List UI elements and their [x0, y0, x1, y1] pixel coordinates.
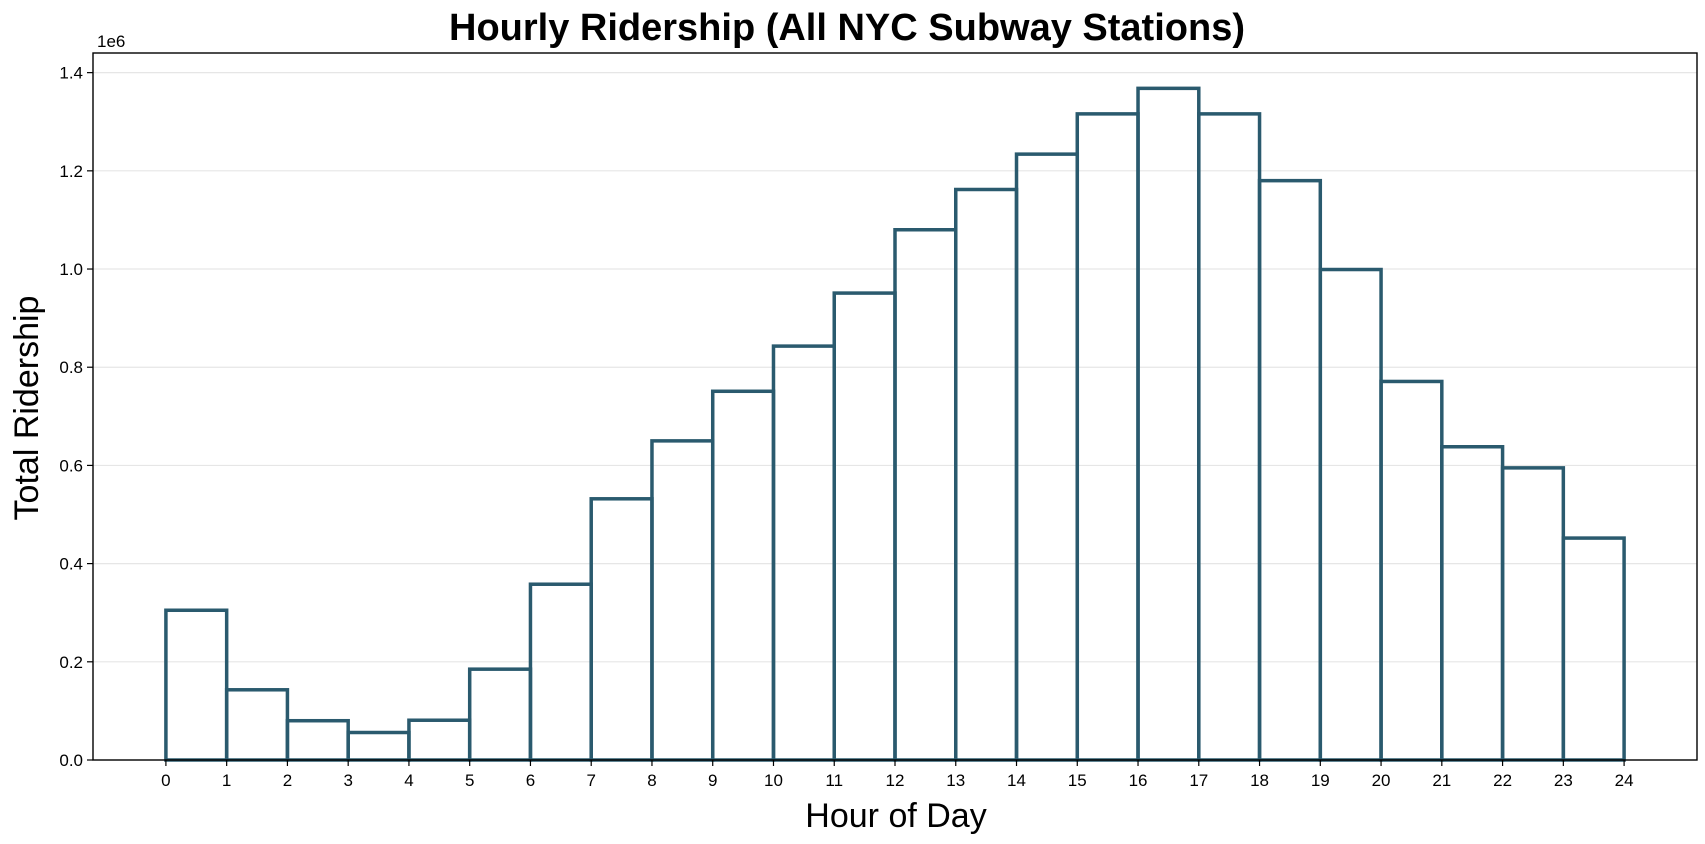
- x-tick-label-9: 9: [708, 771, 717, 790]
- y-tick-label-2: 0.4: [59, 555, 83, 574]
- x-tick-label-3: 3: [343, 771, 352, 790]
- x-tick-label-6: 6: [526, 771, 535, 790]
- x-tick-label-22: 22: [1493, 771, 1512, 790]
- bar-hour-2: [285, 718, 350, 762]
- y-tick-label-4: 0.8: [59, 358, 83, 377]
- bar-hour-12: [893, 228, 958, 762]
- bar-hour-20: [1379, 379, 1444, 762]
- bar-hour-1: [224, 688, 290, 762]
- bar-hour-11: [832, 291, 897, 762]
- x-tick-label-17: 17: [1189, 771, 1208, 790]
- y-axis-ticks: 0.0 0.2 0.4 0.6 0.8 1.0 1.2 1.4: [59, 64, 93, 770]
- y-axis-offset-label: 1e6: [97, 32, 125, 51]
- bar-hour-0: [164, 608, 229, 762]
- bar-hour-15: [1075, 112, 1140, 762]
- bar-hour-18: [1257, 178, 1323, 762]
- bar-hour-3: [346, 730, 411, 762]
- x-tick-label-8: 8: [647, 771, 656, 790]
- y-tick-label-1: 0.2: [59, 653, 83, 672]
- x-tick-label-2: 2: [283, 771, 292, 790]
- bar-hour-8: [650, 439, 715, 762]
- bar-hour-10: [771, 344, 836, 762]
- bar-hour-17: [1197, 112, 1262, 762]
- bar-hour-4: [407, 718, 472, 762]
- x-tick-label-21: 21: [1432, 771, 1451, 790]
- bar-hour-5: [467, 667, 533, 762]
- x-tick-label-12: 12: [886, 771, 905, 790]
- bar-hour-23: [1561, 536, 1626, 762]
- histogram-bars: [164, 86, 1626, 762]
- x-tick-label-16: 16: [1129, 771, 1148, 790]
- x-tick-label-18: 18: [1250, 771, 1269, 790]
- x-axis-ticks: 0 1 2 3 4 5 6 7 8 9 10 11 12 13 14 15 16 17 18 19 20 21 22 23 24: [161, 760, 1634, 790]
- bar-hour-7: [589, 497, 654, 762]
- x-tick-label-5: 5: [465, 771, 474, 790]
- y-tick-label-3: 0.6: [59, 456, 83, 475]
- x-tick-label-7: 7: [586, 771, 595, 790]
- x-tick-label-13: 13: [946, 771, 965, 790]
- bar-hour-6: [528, 582, 593, 762]
- bar-hour-16: [1136, 86, 1201, 762]
- bar-hour-21: [1440, 445, 1505, 762]
- y-tick-label-7: 1.4: [59, 64, 83, 83]
- y-axis-label: Total Ridership: [8, 296, 46, 521]
- bar-hour-22: [1500, 466, 1566, 762]
- chart-title: Hourly Ridership (All NYC Subway Station…: [449, 7, 1245, 49]
- bar-hour-9: [710, 389, 776, 762]
- x-tick-label-15: 15: [1068, 771, 1087, 790]
- y-tick-label-5: 1.0: [59, 260, 83, 279]
- x-tick-label-19: 19: [1311, 771, 1330, 790]
- bar-hour-14: [1014, 152, 1080, 762]
- x-tick-label-23: 23: [1554, 771, 1573, 790]
- x-tick-label-11: 11: [825, 771, 843, 790]
- x-tick-label-0: 0: [161, 771, 170, 790]
- x-tick-label-10: 10: [764, 771, 783, 790]
- x-tick-label-1: 1: [222, 771, 231, 790]
- x-tick-label-20: 20: [1372, 771, 1391, 790]
- bar-hour-19: [1318, 267, 1383, 762]
- x-tick-label-24: 24: [1615, 771, 1634, 790]
- x-axis-label: Hour of Day: [805, 797, 986, 835]
- bar-hour-13: [954, 187, 1019, 762]
- x-tick-label-14: 14: [1007, 771, 1026, 790]
- x-tick-label-4: 4: [404, 771, 413, 790]
- y-tick-label-0: 0.0: [59, 751, 83, 770]
- y-tick-label-6: 1.2: [59, 162, 83, 181]
